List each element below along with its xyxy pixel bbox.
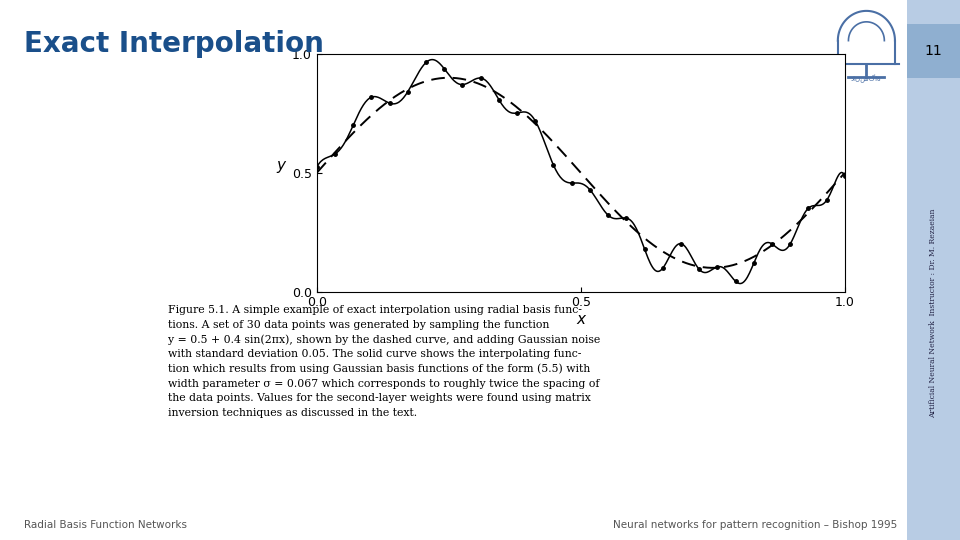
Y-axis label: y: y [276, 158, 285, 173]
X-axis label: x: x [576, 312, 586, 327]
Text: 11: 11 [924, 44, 942, 58]
Text: Radial Basis Function Networks: Radial Basis Function Networks [24, 520, 187, 530]
Text: Figure 5.1. A simple example of exact interpolation using radial basis func-
tio: Figure 5.1. A simple example of exact in… [168, 305, 600, 417]
Text: Exact Interpolation: Exact Interpolation [24, 30, 324, 58]
Text: Artificial Neural Network  Instructor : Dr. M. Rezaeian: Artificial Neural Network Instructor : D… [929, 208, 937, 418]
Text: Neural networks for pattern recognition – Bishop 1995: Neural networks for pattern recognition … [613, 520, 898, 530]
Text: دانشگاه: دانشگاه [851, 75, 882, 83]
